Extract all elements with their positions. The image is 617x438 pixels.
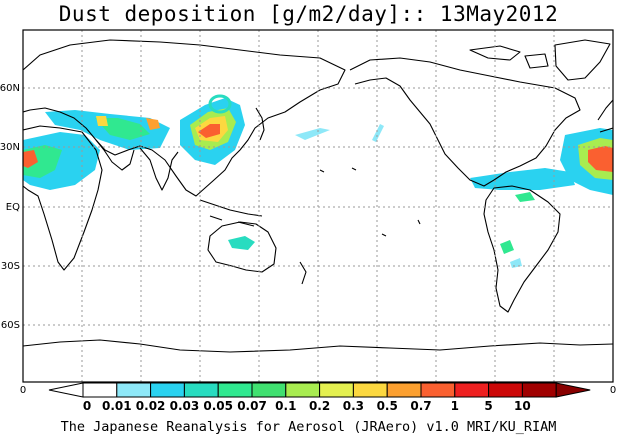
- coastlines: [23, 39, 613, 353]
- dust-gobi-hot: [198, 124, 220, 138]
- lat-label-eq: EQ: [6, 202, 20, 213]
- dust-pacific-streak-1: [295, 128, 330, 140]
- latitude-labels: 60N 30N EQ 30S 60S: [0, 83, 20, 331]
- coastline-australia: [207, 221, 277, 273]
- colorbar-swatch: [150, 382, 185, 398]
- colorbar-label: 0.01: [102, 399, 132, 413]
- colorbar-swatch: [420, 382, 456, 398]
- coastline-indonesia: [199, 199, 263, 227]
- coastline-india: [139, 147, 179, 191]
- map-frame: [22, 29, 614, 383]
- colorbar-swatch: [82, 382, 118, 398]
- dust-pacific-streak-2: [372, 124, 384, 142]
- colorbar-swatch: [454, 382, 490, 398]
- coastline-arabia: [95, 139, 135, 171]
- colorbar-label: 0.3: [343, 399, 364, 413]
- dust-arabia-core: [95, 118, 150, 140]
- dust-right-saharan-hot: [588, 146, 613, 172]
- dust-swirl: [208, 94, 232, 114]
- colorbar-label: 0.07: [237, 399, 267, 413]
- coastline-islands: [319, 167, 421, 237]
- map-title: Dust deposition [g/m2/day]:: 13May2012: [58, 2, 559, 26]
- colorbar-swatch: [488, 382, 523, 398]
- dust-west-africa-hot: [23, 150, 38, 168]
- dust-shading: [23, 94, 613, 268]
- dust-arabia-hot: [146, 118, 160, 130]
- coastline-north-america: [349, 57, 581, 187]
- colorbar-label: 0.5: [377, 399, 398, 413]
- coastline-europe-east: [597, 99, 613, 133]
- colorbar-label: 5: [484, 399, 492, 413]
- colorbar-swatch: [183, 382, 219, 398]
- lat-label-60s: 60S: [1, 320, 20, 331]
- colorbar-under-arrow: [48, 382, 84, 398]
- dust-arabia-hot2: [96, 116, 108, 126]
- colorbar-swatch: [116, 382, 152, 398]
- colorbar-label: 0.7: [410, 399, 431, 413]
- lat-label-60n: 60N: [0, 83, 20, 94]
- credit-line: The Japanese Reanalysis for Aerosol (JRA…: [60, 419, 557, 435]
- colorbar-swatch: [521, 382, 557, 398]
- coastline-antarctica: [23, 339, 613, 353]
- colorbar: 0 0.01 0.02 0.03 0.05 0.07 0.1 0.2 0.3 0.5 0.7 1 5 10: [48, 382, 591, 413]
- colorbar-swatch: [217, 382, 253, 398]
- coastline-japan: [255, 107, 265, 141]
- coastline-africa: [23, 125, 103, 271]
- colorbar-label: 10: [514, 399, 531, 413]
- graticule: [23, 30, 613, 382]
- colorbar-label: 0.02: [136, 399, 166, 413]
- colorbar-swatch: [352, 382, 388, 398]
- dust-south-america: [500, 240, 514, 254]
- lon-label-left: 0: [20, 385, 26, 396]
- colorbar-label: 0.05: [203, 399, 233, 413]
- colorbar-over-arrow: [555, 382, 591, 398]
- colorbar-swatch: [285, 382, 321, 398]
- lat-label-30n: 30N: [0, 142, 20, 153]
- coastline-greenland: [554, 39, 611, 81]
- dust-australia: [228, 236, 255, 250]
- lon-label-right: 0: [610, 385, 616, 396]
- colorbar-swatch: [386, 382, 422, 398]
- colorbar-label: 1: [451, 399, 459, 413]
- colorbar-swatch: [251, 382, 287, 398]
- colorbar-label: 0: [83, 399, 91, 413]
- colorbar-swatch: [319, 382, 354, 398]
- coastline-new-zealand: [299, 261, 307, 285]
- dust-caribbean-core: [515, 192, 535, 202]
- coastline-south-america: [483, 185, 561, 313]
- colorbar-label: 0.2: [309, 399, 330, 413]
- colorbar-label: 0.03: [170, 399, 200, 413]
- lat-label-30s: 30S: [1, 261, 20, 272]
- dust-atlantic: [470, 168, 575, 190]
- colorbar-label: 0.1: [275, 399, 296, 413]
